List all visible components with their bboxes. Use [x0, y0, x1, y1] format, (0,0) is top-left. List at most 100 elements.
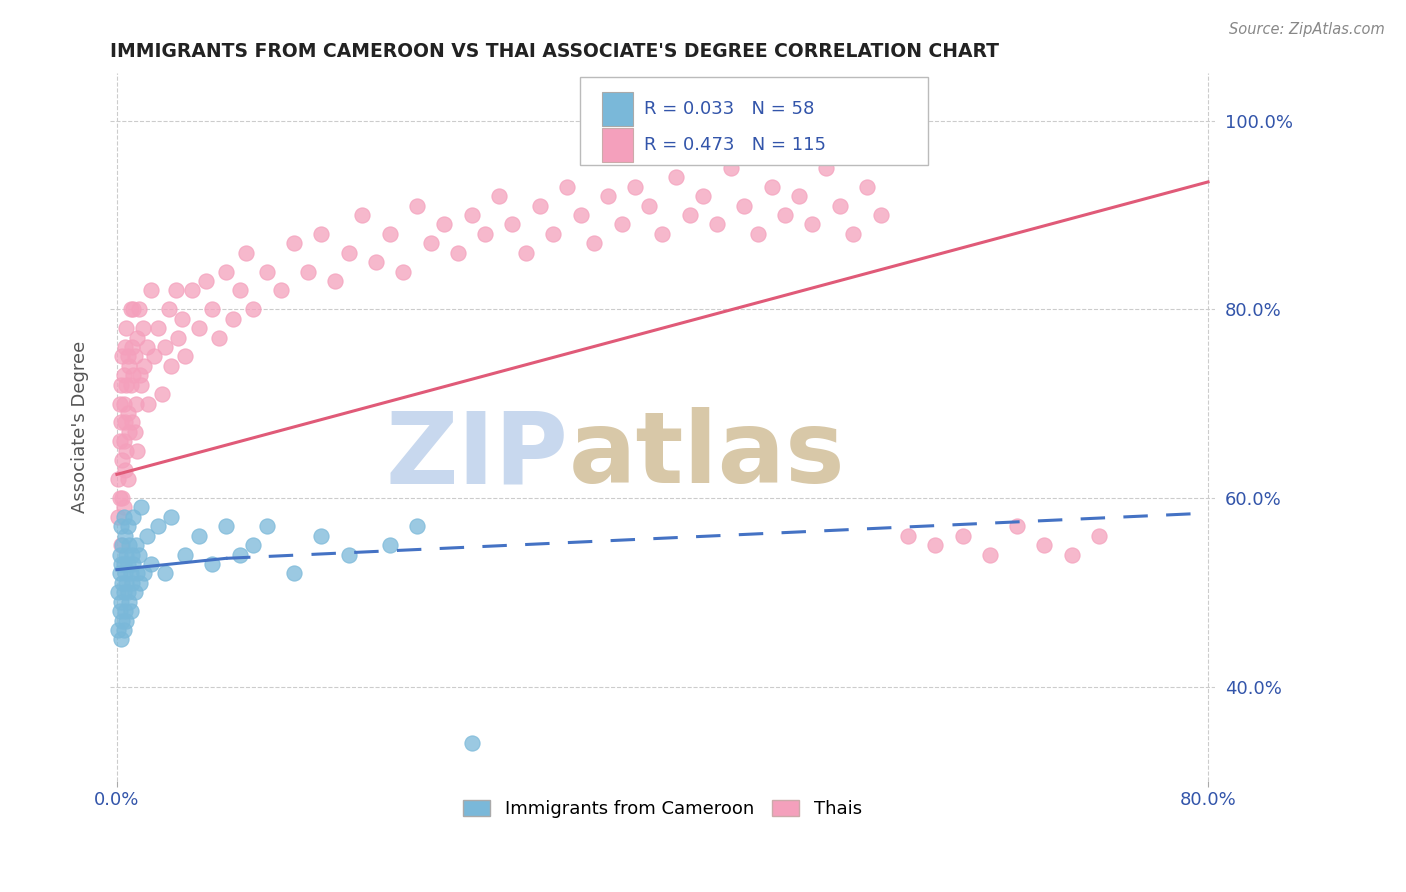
Point	[112, 623, 135, 637]
Point	[150, 387, 173, 401]
Point	[337, 245, 360, 260]
Point	[110, 538, 132, 552]
Point	[117, 472, 139, 486]
Point	[115, 321, 138, 335]
Text: R = 0.473   N = 115: R = 0.473 N = 115	[644, 136, 825, 154]
Point	[242, 538, 264, 552]
Point	[419, 236, 441, 251]
Point	[111, 614, 134, 628]
Point	[111, 538, 134, 552]
Point	[679, 208, 702, 222]
Point	[828, 198, 851, 212]
Point	[924, 538, 946, 552]
Point	[121, 575, 143, 590]
Point	[110, 377, 132, 392]
Point	[651, 227, 673, 241]
Point	[1033, 538, 1056, 552]
Point	[815, 161, 838, 175]
Point	[124, 425, 146, 439]
Point	[135, 529, 157, 543]
Point	[134, 359, 156, 373]
Point	[187, 529, 209, 543]
Point	[115, 377, 138, 392]
Point	[692, 189, 714, 203]
Point	[194, 274, 217, 288]
Point	[488, 189, 510, 203]
Point	[311, 227, 333, 241]
Point	[107, 623, 129, 637]
Point	[129, 368, 152, 383]
Point	[665, 170, 688, 185]
Point	[392, 264, 415, 278]
Point	[747, 227, 769, 241]
Point	[112, 434, 135, 449]
Point	[187, 321, 209, 335]
Point	[270, 284, 292, 298]
Point	[201, 557, 224, 571]
Point	[706, 218, 728, 232]
Point	[256, 264, 278, 278]
Point	[118, 595, 141, 609]
Point	[433, 218, 456, 232]
Point	[110, 416, 132, 430]
Point	[235, 245, 257, 260]
Point	[121, 416, 143, 430]
Point	[117, 350, 139, 364]
Point	[596, 189, 619, 203]
Point	[110, 632, 132, 647]
Point	[128, 302, 150, 317]
Point	[114, 566, 136, 581]
Point	[610, 218, 633, 232]
Point	[115, 548, 138, 562]
Point	[543, 227, 565, 241]
Point	[120, 604, 142, 618]
Point	[222, 311, 245, 326]
Point	[583, 236, 606, 251]
Y-axis label: Associate's Degree: Associate's Degree	[72, 341, 89, 513]
Point	[110, 557, 132, 571]
Point	[447, 245, 470, 260]
Point	[115, 614, 138, 628]
Point	[108, 566, 131, 581]
Point	[115, 575, 138, 590]
Point	[129, 575, 152, 590]
Point	[378, 538, 401, 552]
Point	[1060, 548, 1083, 562]
Point	[132, 321, 155, 335]
Point	[124, 585, 146, 599]
Point	[112, 368, 135, 383]
Point	[117, 557, 139, 571]
Point	[460, 736, 482, 750]
Point	[761, 179, 783, 194]
Point	[555, 179, 578, 194]
Point	[146, 321, 169, 335]
Point	[352, 208, 374, 222]
Point	[979, 548, 1001, 562]
Point	[134, 566, 156, 581]
Point	[121, 548, 143, 562]
Point	[112, 500, 135, 515]
Point	[120, 302, 142, 317]
Point	[283, 236, 305, 251]
Point	[117, 585, 139, 599]
FancyBboxPatch shape	[579, 77, 928, 165]
Point	[112, 509, 135, 524]
Point	[773, 208, 796, 222]
Point	[111, 491, 134, 505]
Legend: Immigrants from Cameroon, Thais: Immigrants from Cameroon, Thais	[456, 792, 869, 825]
Point	[146, 519, 169, 533]
Point	[515, 245, 537, 260]
Point	[160, 359, 183, 373]
Point	[637, 198, 659, 212]
Point	[897, 529, 920, 543]
Point	[139, 284, 162, 298]
Point	[112, 557, 135, 571]
Point	[153, 340, 176, 354]
Point	[323, 274, 346, 288]
Point	[242, 302, 264, 317]
Point	[460, 208, 482, 222]
Point	[228, 548, 250, 562]
Point	[122, 557, 145, 571]
Point	[256, 519, 278, 533]
Point	[153, 566, 176, 581]
